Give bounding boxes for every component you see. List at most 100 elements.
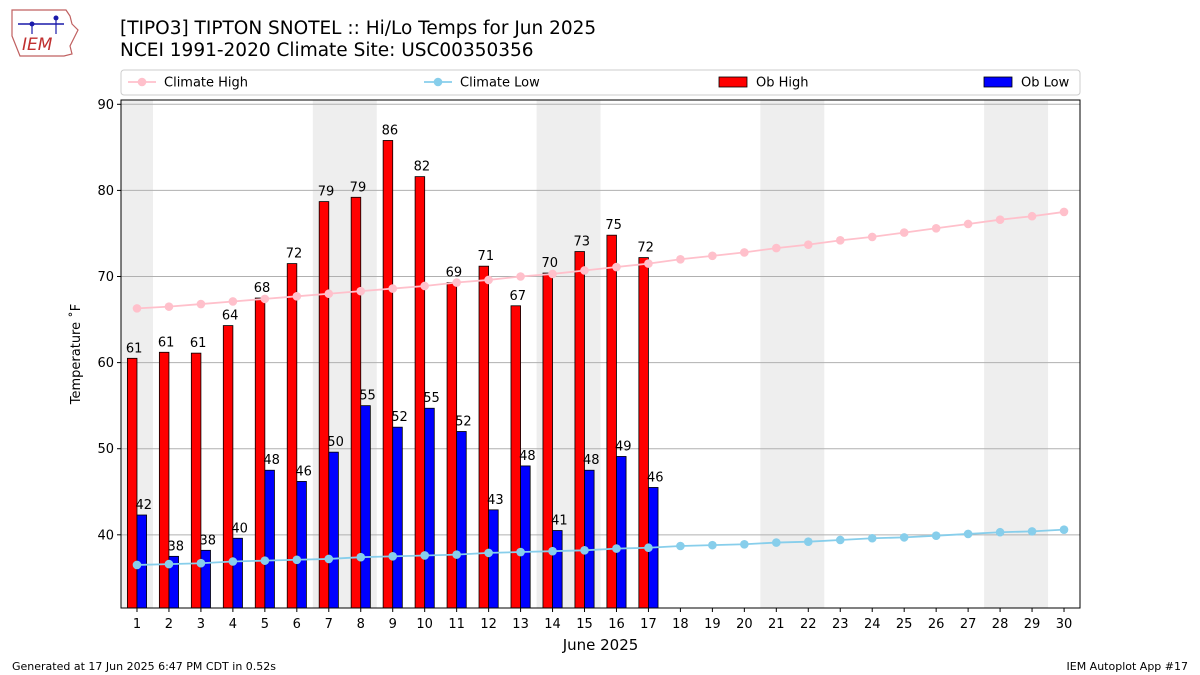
ob-low-bar-10 bbox=[424, 407, 435, 609]
ob-high-label-5: 68 bbox=[254, 281, 271, 296]
climate-low-point bbox=[484, 548, 493, 558]
weekend-band bbox=[760, 100, 825, 608]
x-tick-label: 11 bbox=[448, 617, 465, 632]
climate-high-point bbox=[388, 284, 398, 293]
title-line-1: [TIPO3] TIPTON SNOTEL :: Hi/Lo Temps for… bbox=[120, 18, 597, 39]
x-tick-label: 28 bbox=[992, 617, 1009, 632]
x-tick-label: 2 bbox=[165, 617, 173, 632]
x-tick-label: 21 bbox=[768, 617, 785, 632]
climate-low-point bbox=[1059, 525, 1069, 534]
ob-low-bar-15 bbox=[584, 469, 595, 609]
climate-high-point bbox=[324, 289, 334, 299]
y-tick-label: 90 bbox=[97, 98, 114, 113]
x-tick-label: 13 bbox=[512, 617, 529, 632]
x-tick-label: 16 bbox=[608, 617, 625, 632]
ob-high-label-4: 64 bbox=[222, 309, 239, 324]
climate-high-point bbox=[452, 278, 461, 287]
ob-low-label-6: 46 bbox=[295, 464, 312, 479]
legend-label-climate-low: Climate Low bbox=[460, 76, 540, 91]
climate-low-point bbox=[580, 546, 589, 555]
climate-low-point bbox=[899, 533, 909, 542]
ob-high-label-11: 69 bbox=[446, 266, 463, 281]
x-tick-label: 14 bbox=[544, 617, 561, 632]
x-tick-label: 19 bbox=[704, 617, 721, 632]
climate-low-point bbox=[452, 550, 461, 559]
ob-low-label-11: 52 bbox=[455, 414, 472, 429]
legend-swatch-ob-high bbox=[718, 76, 748, 88]
ob-low-bar-9 bbox=[392, 426, 403, 609]
climate-high-point bbox=[292, 292, 302, 301]
x-tick-label: 12 bbox=[480, 617, 497, 632]
climate-high-point bbox=[644, 259, 653, 268]
ob-low-label-8: 55 bbox=[359, 389, 376, 404]
y-tick-label: 50 bbox=[97, 442, 114, 457]
x-tick-label: 27 bbox=[960, 617, 977, 632]
climate-high-point bbox=[931, 223, 941, 233]
climate-low-point bbox=[708, 540, 717, 550]
climate-high-point bbox=[676, 254, 685, 264]
x-tick-label: 22 bbox=[800, 617, 817, 632]
climate-high-point bbox=[580, 266, 589, 275]
ob-low-bar-8 bbox=[360, 405, 371, 609]
legend-label-ob-low: Ob Low bbox=[1021, 76, 1070, 91]
climate-low-point bbox=[292, 555, 302, 565]
legend-swatch-ob-low bbox=[983, 76, 1013, 88]
climate-high-point bbox=[772, 243, 781, 253]
x-tick-label: 4 bbox=[229, 617, 237, 632]
ob-high-label-7: 79 bbox=[318, 185, 335, 200]
y-tick-label: 40 bbox=[97, 528, 114, 543]
climate-high-point bbox=[708, 251, 717, 261]
climate-high-point bbox=[196, 299, 206, 309]
ob-high-label-17: 72 bbox=[637, 241, 654, 256]
climate-low-point bbox=[772, 538, 781, 547]
ob-low-label-3: 38 bbox=[199, 533, 216, 548]
ob-high-label-8: 79 bbox=[350, 180, 367, 195]
ob-low-bar-6 bbox=[296, 481, 307, 609]
ob-low-label-15: 48 bbox=[583, 453, 600, 468]
ob-low-bar-4 bbox=[232, 537, 243, 609]
legend: Climate High Climate Low Ob High Ob Low bbox=[120, 69, 1081, 96]
climate-low-point bbox=[835, 535, 845, 545]
legend-label-ob-high: Ob High bbox=[756, 76, 809, 91]
climate-high-point bbox=[420, 281, 429, 291]
ob-low-label-16: 49 bbox=[615, 439, 632, 454]
line-series bbox=[132, 207, 1069, 570]
climate-low-point bbox=[676, 541, 685, 551]
x-tick-label: 23 bbox=[832, 617, 849, 632]
x-tick-label: 24 bbox=[864, 617, 881, 632]
y-axis-label: Temperature ˚F bbox=[68, 304, 84, 405]
x-tick-label: 8 bbox=[357, 617, 365, 632]
climate-high-point bbox=[1059, 207, 1069, 217]
ob-high-label-9: 86 bbox=[382, 123, 399, 138]
climate-low-point bbox=[867, 533, 877, 543]
ob-high-label-6: 72 bbox=[286, 247, 303, 262]
climate-low-point bbox=[931, 531, 941, 540]
ob-high-label-1: 61 bbox=[126, 341, 143, 356]
ob-high-label-13: 67 bbox=[510, 289, 527, 304]
climate-low-point bbox=[995, 527, 1005, 537]
climate-high-point bbox=[516, 272, 525, 281]
iem-logo: IEM bbox=[11, 9, 79, 57]
legend-marker-climate-high bbox=[137, 77, 147, 87]
climate-low-point bbox=[1027, 527, 1037, 536]
bar-labels: 61 61 61 64 68 72 79 79 86 82 69 71 67 70 73 75 72 42 38 38… bbox=[126, 123, 664, 554]
x-axis: 1 2 3 4 5 6 7 8 9 10 11 12 13 14 15 16 17 18 19 20 21 22 23 24 2… bbox=[133, 608, 1072, 632]
ob-high-bar-17 bbox=[638, 257, 649, 609]
ob-high-bar-9 bbox=[382, 140, 394, 609]
x-tick-label: 18 bbox=[672, 617, 689, 632]
ob-high-label-12: 71 bbox=[478, 249, 495, 264]
x-tick-label: 6 bbox=[293, 617, 301, 632]
chart-title: [TIPO3] TIPTON SNOTEL :: Hi/Lo Temps for… bbox=[120, 18, 596, 62]
x-tick-label: 30 bbox=[1056, 617, 1073, 632]
climate-low-point bbox=[324, 554, 334, 564]
climate-high-point bbox=[867, 232, 877, 242]
x-tick-label: 3 bbox=[197, 617, 205, 632]
ob-low-bar-14 bbox=[552, 530, 563, 609]
x-tick-label: 7 bbox=[325, 617, 333, 632]
climate-high-point bbox=[548, 269, 557, 279]
generated-timestamp: Generated at 17 Jun 2025 6:47 PM CDT in … bbox=[12, 660, 277, 673]
ob-low-label-14: 41 bbox=[551, 514, 568, 529]
climate-low-point bbox=[516, 547, 525, 557]
y-tick-label: 70 bbox=[97, 270, 114, 285]
